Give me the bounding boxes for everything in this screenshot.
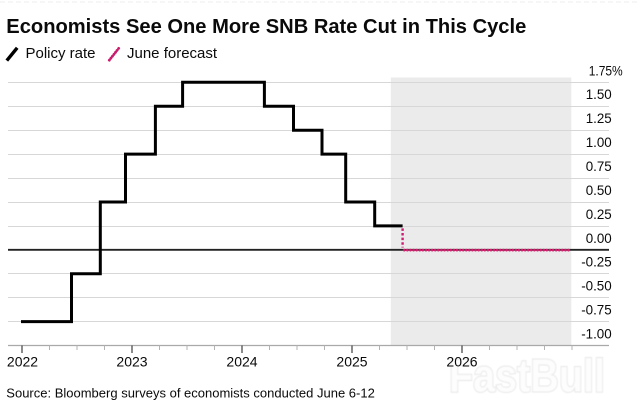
svg-text:0.00: 0.00 (586, 230, 612, 246)
svg-text:-0.25: -0.25 (581, 254, 612, 270)
svg-text:Source: Bloomberg surveys of e: Source: Bloomberg surveys of economists … (6, 385, 375, 400)
svg-text:2023: 2023 (116, 354, 147, 370)
svg-text:-0.50: -0.50 (581, 278, 612, 294)
svg-text:-1.00: -1.00 (581, 326, 612, 342)
svg-text:2026: 2026 (446, 354, 477, 370)
svg-text:June forecast: June forecast (127, 45, 218, 62)
svg-text:Economists See One More SNB Ra: Economists See One More SNB Rate Cut in … (6, 16, 526, 38)
svg-text:1.75%: 1.75% (589, 62, 623, 78)
svg-text:FastBull: FastBull (449, 350, 605, 402)
svg-text:1.00: 1.00 (586, 134, 612, 150)
svg-text:2022: 2022 (7, 354, 38, 370)
svg-text:2025: 2025 (336, 354, 367, 370)
svg-text:2024: 2024 (226, 354, 257, 370)
svg-text:0.50: 0.50 (586, 182, 612, 198)
svg-text:Policy rate: Policy rate (26, 45, 96, 62)
svg-text:1.25: 1.25 (586, 110, 612, 126)
svg-text:1.50: 1.50 (586, 86, 612, 102)
svg-text:0.75: 0.75 (586, 158, 612, 174)
svg-text:0.25: 0.25 (586, 206, 612, 222)
svg-text:-0.75: -0.75 (581, 302, 612, 318)
